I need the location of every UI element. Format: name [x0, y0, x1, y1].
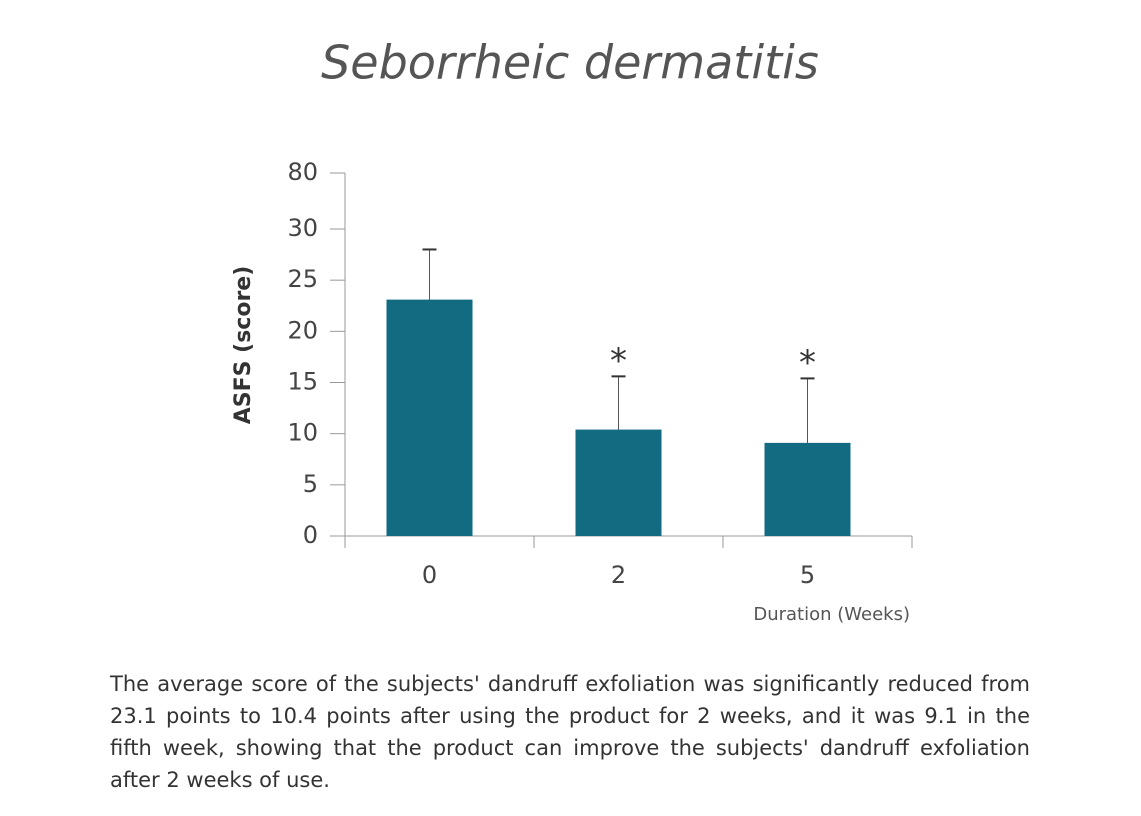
chart: Seborrheic dermatitis ASFS (score) Durat…	[231, 36, 913, 625]
bar	[764, 442, 851, 536]
y-tick-label: 30	[287, 214, 318, 242]
x-tick-label: 0	[422, 561, 437, 589]
y-tick-label: 10	[287, 419, 318, 447]
y-tick-label: 0	[303, 521, 318, 549]
y-tick-label: 15	[287, 368, 318, 396]
x-tick-label: 5	[800, 561, 815, 589]
y-tick-label: 80	[287, 158, 318, 186]
y-axis-label: ASFS (score)	[231, 266, 256, 425]
caption: The average score of the subjects' dandr…	[110, 672, 1030, 792]
bar	[386, 299, 473, 536]
y-tick-label: 5	[303, 470, 318, 498]
bar	[575, 429, 662, 536]
significance-mark: *	[610, 341, 627, 381]
chart-title: Seborrheic dermatitis	[321, 36, 819, 90]
significance-mark: *	[799, 343, 816, 383]
y-tick-label: 20	[287, 316, 318, 344]
x-tick-label: 2	[611, 561, 626, 589]
x-axis-label: Duration (Weeks)	[753, 604, 910, 625]
y-tick-label: 25	[287, 265, 318, 293]
